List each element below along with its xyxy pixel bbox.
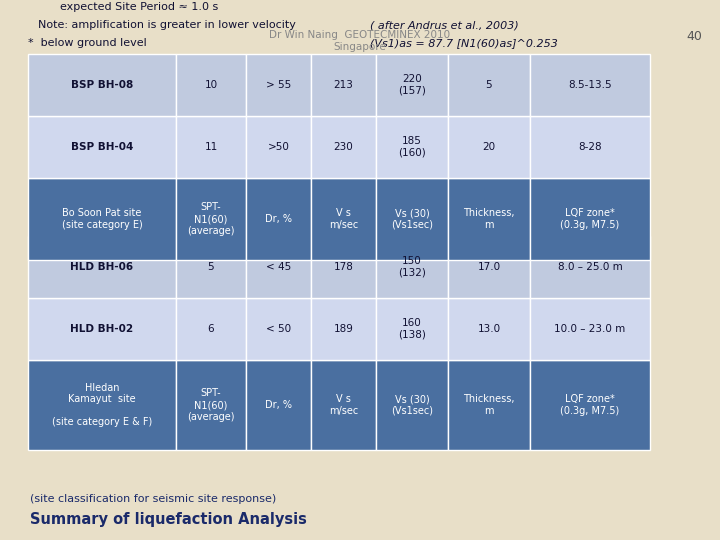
- Text: 11: 11: [204, 142, 217, 152]
- Text: Vs (30)
(Vs1sec): Vs (30) (Vs1sec): [391, 394, 433, 416]
- Bar: [530, 236, 650, 298]
- Text: expected Site Period ≈ 1.0 s: expected Site Period ≈ 1.0 s: [60, 2, 218, 12]
- Bar: [530, 54, 650, 116]
- Bar: [530, 360, 650, 450]
- Text: SPT-
N1(60)
(average): SPT- N1(60) (average): [187, 388, 235, 422]
- Text: > 55: > 55: [266, 80, 291, 90]
- Bar: [530, 298, 650, 360]
- Text: < 50: < 50: [266, 324, 291, 334]
- Bar: [530, 116, 650, 178]
- Bar: [448, 298, 530, 360]
- Bar: [176, 54, 246, 116]
- Bar: [448, 236, 530, 298]
- Text: >50: >50: [268, 142, 289, 152]
- Text: BSP BH-08: BSP BH-08: [71, 80, 133, 90]
- Text: (Vs1)as = 87.7 [N1(60)as]^0.253: (Vs1)as = 87.7 [N1(60)as]^0.253: [370, 38, 558, 48]
- Text: 220
(157): 220 (157): [398, 74, 426, 96]
- Bar: [376, 298, 448, 360]
- Bar: [376, 116, 448, 178]
- Text: 10: 10: [204, 80, 217, 90]
- Text: Summary of liquefaction Analysis: Summary of liquefaction Analysis: [30, 512, 307, 527]
- Bar: [28, 116, 176, 178]
- Bar: [311, 360, 376, 450]
- Text: V s
m/sec: V s m/sec: [329, 394, 358, 416]
- Bar: [448, 116, 530, 178]
- Bar: [448, 54, 530, 116]
- Bar: [176, 178, 246, 260]
- Text: 8-28: 8-28: [578, 142, 602, 152]
- Text: 40: 40: [686, 30, 702, 43]
- Text: 8.0 – 25.0 m: 8.0 – 25.0 m: [557, 262, 622, 272]
- Bar: [176, 360, 246, 450]
- Bar: [448, 178, 530, 260]
- Text: 8.5-13.5: 8.5-13.5: [568, 80, 612, 90]
- Text: LQF zone*
(0.3g, M7.5): LQF zone* (0.3g, M7.5): [560, 394, 620, 416]
- Text: ( after Andrus et al., 2003): ( after Andrus et al., 2003): [370, 20, 518, 30]
- Text: 230: 230: [333, 142, 354, 152]
- Text: 150
(132): 150 (132): [398, 256, 426, 278]
- Text: 20: 20: [482, 142, 495, 152]
- Bar: [376, 178, 448, 260]
- Bar: [28, 360, 176, 450]
- Text: Dr, %: Dr, %: [265, 214, 292, 224]
- Text: Hledan
Kamayut  site

(site category E & F): Hledan Kamayut site (site category E & F…: [52, 383, 152, 427]
- Bar: [376, 54, 448, 116]
- Text: Thickness,
m: Thickness, m: [463, 394, 515, 416]
- Text: 213: 213: [333, 80, 354, 90]
- Bar: [176, 236, 246, 298]
- Text: (site classification for seismic site response): (site classification for seismic site re…: [30, 494, 276, 504]
- Bar: [246, 236, 311, 298]
- Text: Bo Soon Pat site
(site category E): Bo Soon Pat site (site category E): [62, 208, 143, 230]
- Text: 189: 189: [333, 324, 354, 334]
- Text: 10.0 – 23.0 m: 10.0 – 23.0 m: [554, 324, 626, 334]
- Text: 6: 6: [207, 324, 215, 334]
- Bar: [246, 298, 311, 360]
- Bar: [311, 236, 376, 298]
- Bar: [246, 360, 311, 450]
- Bar: [28, 236, 176, 298]
- Bar: [246, 178, 311, 260]
- Text: HLD BH-02: HLD BH-02: [71, 324, 134, 334]
- Text: 5: 5: [486, 80, 492, 90]
- Bar: [448, 360, 530, 450]
- Bar: [28, 178, 176, 260]
- Text: Note: amplification is greater in lower velocity: Note: amplification is greater in lower …: [38, 20, 296, 30]
- Text: BSP BH-04: BSP BH-04: [71, 142, 133, 152]
- Text: Thickness,
m: Thickness, m: [463, 208, 515, 230]
- Text: Vs (30)
(Vs1sec): Vs (30) (Vs1sec): [391, 208, 433, 230]
- Text: Dr, %: Dr, %: [265, 400, 292, 410]
- Bar: [376, 236, 448, 298]
- Bar: [311, 116, 376, 178]
- Bar: [311, 298, 376, 360]
- Text: < 45: < 45: [266, 262, 291, 272]
- Text: V s
m/sec: V s m/sec: [329, 208, 358, 230]
- Text: 185
(160): 185 (160): [398, 136, 426, 158]
- Bar: [311, 54, 376, 116]
- Bar: [376, 360, 448, 450]
- Bar: [530, 178, 650, 260]
- Text: LQF zone*
(0.3g, M7.5): LQF zone* (0.3g, M7.5): [560, 208, 620, 230]
- Text: SPT-
N1(60)
(average): SPT- N1(60) (average): [187, 202, 235, 235]
- Text: HLD BH-06: HLD BH-06: [71, 262, 134, 272]
- Bar: [246, 54, 311, 116]
- Text: 17.0: 17.0: [477, 262, 500, 272]
- Text: 160
(138): 160 (138): [398, 318, 426, 340]
- Bar: [28, 54, 176, 116]
- Text: Dr Win Naing  GEOTECMINEX 2010
Singapore: Dr Win Naing GEOTECMINEX 2010 Singapore: [269, 30, 451, 52]
- Bar: [246, 116, 311, 178]
- Bar: [176, 298, 246, 360]
- Bar: [176, 116, 246, 178]
- Text: 5: 5: [207, 262, 215, 272]
- Text: 178: 178: [333, 262, 354, 272]
- Text: *  below ground level: * below ground level: [28, 38, 147, 48]
- Text: 13.0: 13.0: [477, 324, 500, 334]
- Bar: [28, 298, 176, 360]
- Bar: [311, 178, 376, 260]
